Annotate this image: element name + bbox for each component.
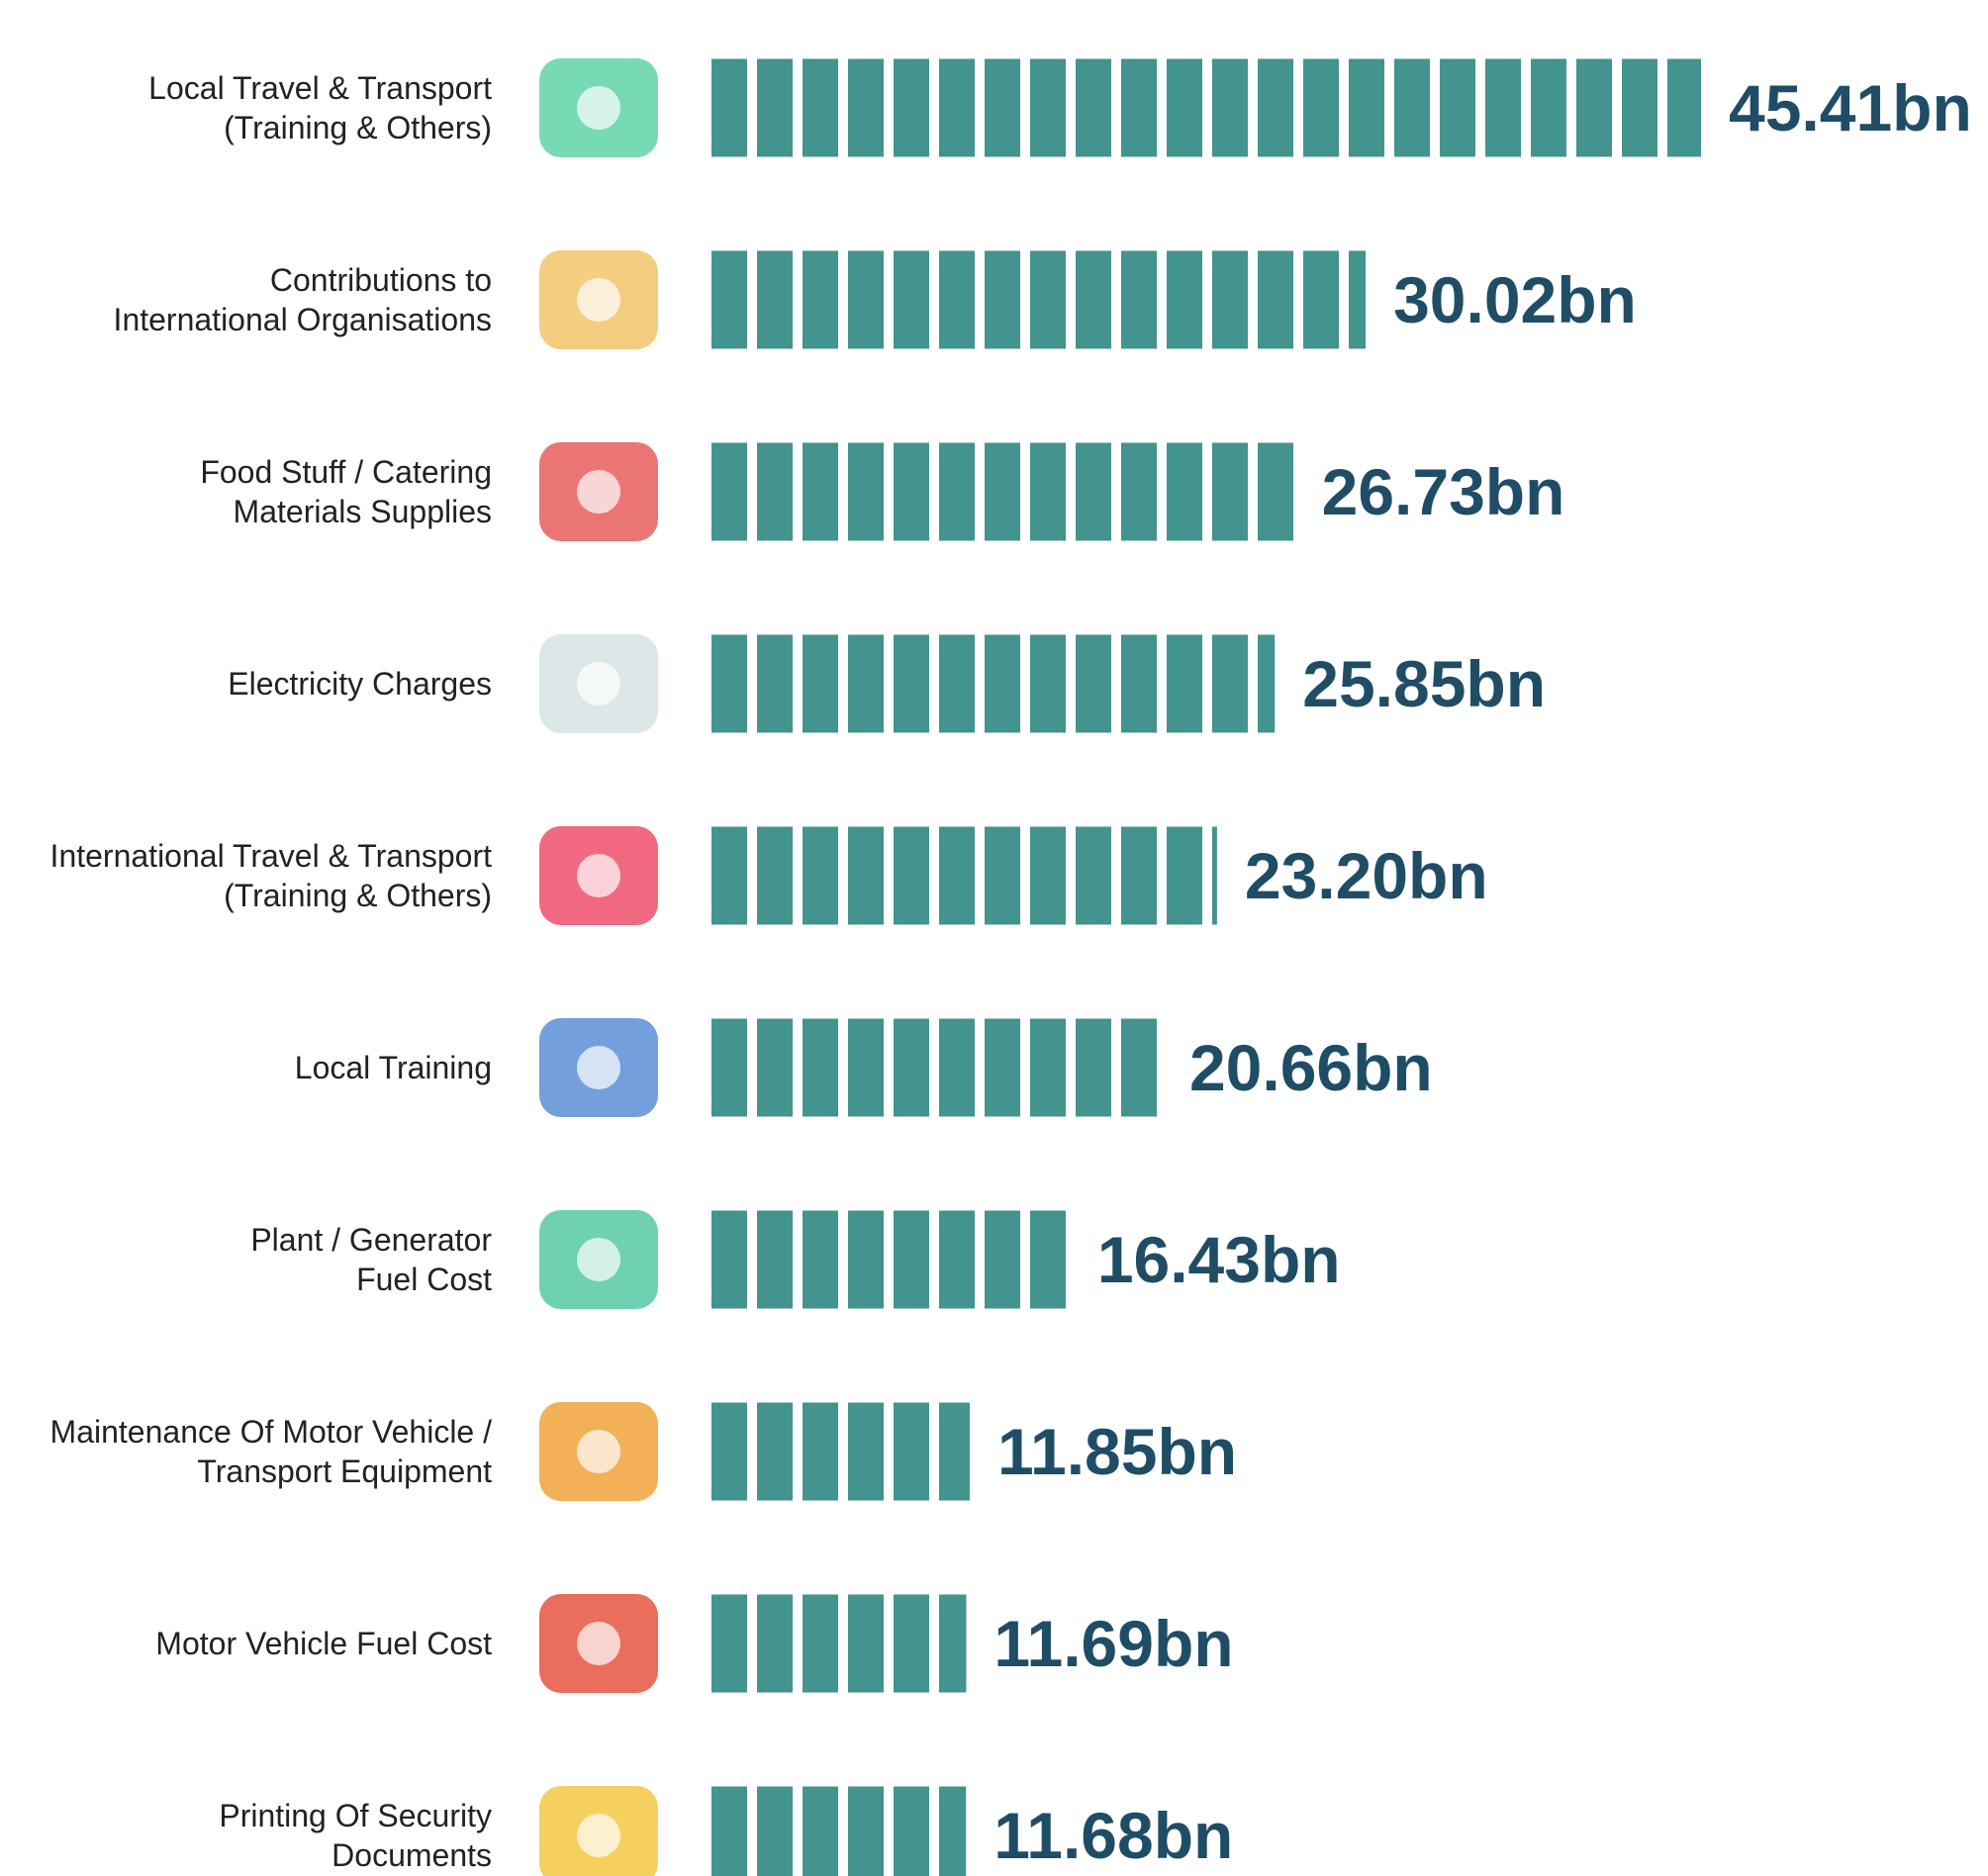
bar bbox=[711, 250, 1367, 349]
value-label: 23.20bn bbox=[1244, 839, 1488, 912]
value-label: 11.68bn bbox=[994, 1799, 1234, 1872]
value-label: 20.66bn bbox=[1188, 1031, 1433, 1104]
bar bbox=[711, 442, 1294, 541]
icon-detail bbox=[577, 1238, 620, 1281]
icon-detail bbox=[577, 1430, 620, 1473]
category-label: Electricity Charges bbox=[228, 666, 492, 702]
icon-detail bbox=[577, 1814, 620, 1857]
category-label: International Travel & Transport (Traini… bbox=[49, 838, 492, 913]
icon-detail bbox=[577, 1046, 620, 1089]
category-label: Local Training bbox=[294, 1050, 492, 1085]
category-label: Food Stuff / Catering Materials Supplies bbox=[200, 454, 492, 529]
icon-detail bbox=[577, 854, 620, 897]
category-label: Motor Vehicle Fuel Cost bbox=[155, 1626, 492, 1661]
value-label: 26.73bn bbox=[1321, 455, 1565, 528]
category-label: Plant / Generator Fuel Cost bbox=[250, 1222, 492, 1297]
bar bbox=[711, 1210, 1070, 1309]
value-label: 11.85bn bbox=[996, 1415, 1238, 1488]
bar bbox=[711, 1786, 967, 1876]
bar bbox=[711, 1402, 970, 1501]
bar bbox=[711, 1018, 1162, 1117]
icon-detail bbox=[577, 278, 620, 322]
value-label: 25.85bn bbox=[1302, 647, 1547, 720]
icon-detail bbox=[577, 470, 620, 514]
bar bbox=[711, 826, 1217, 925]
bar bbox=[711, 58, 1701, 157]
value-label: 11.69bn bbox=[994, 1607, 1234, 1680]
icon-detail bbox=[577, 662, 620, 705]
icon-detail bbox=[577, 86, 620, 130]
category-label: Maintenance Of Motor Vehicle / Transport… bbox=[49, 1414, 492, 1489]
bar bbox=[711, 1594, 967, 1693]
value-label: 16.43bn bbox=[1096, 1223, 1341, 1296]
value-label: 30.02bn bbox=[1393, 263, 1637, 336]
value-label: 45.41bn bbox=[1729, 71, 1972, 144]
category-label: Printing Of Security Documents bbox=[219, 1798, 492, 1873]
bar bbox=[711, 634, 1276, 733]
icon-detail bbox=[577, 1622, 620, 1665]
category-label: Contributions to International Organisat… bbox=[113, 262, 492, 337]
category-label: Local Travel & Transport (Training & Oth… bbox=[148, 70, 492, 145]
